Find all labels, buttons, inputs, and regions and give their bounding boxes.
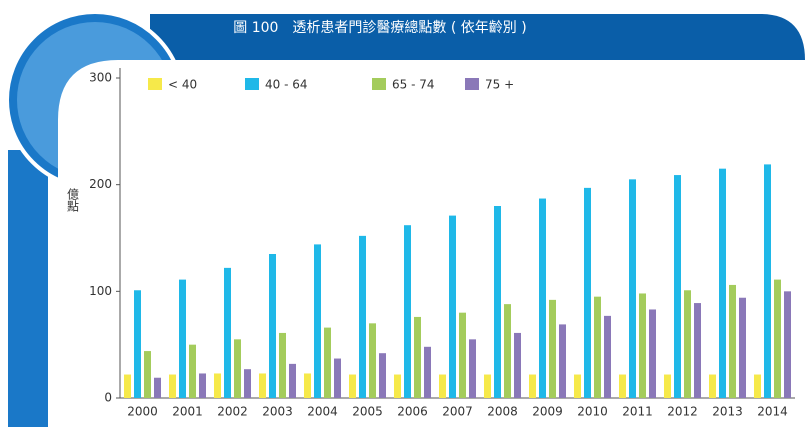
bar xyxy=(359,235,366,398)
bar xyxy=(234,339,241,398)
legend-swatch xyxy=(465,78,479,90)
bar xyxy=(224,267,231,398)
bar xyxy=(134,290,141,398)
bar xyxy=(414,316,421,398)
chart-title: 圖 100 透析患者門診醫療總點數 ( 依年齡別 ) xyxy=(233,19,526,36)
legend-label: 75 + xyxy=(485,78,514,92)
x-tick-label: 2006 xyxy=(397,405,428,419)
bar xyxy=(719,168,726,398)
x-tick-label: 2007 xyxy=(442,405,473,419)
bar xyxy=(784,291,791,398)
bar xyxy=(459,312,466,398)
bar xyxy=(764,164,771,398)
bar xyxy=(684,290,691,398)
bar xyxy=(169,374,176,398)
legend-label: < 40 xyxy=(168,78,197,92)
bar xyxy=(674,175,681,398)
bar xyxy=(379,353,386,398)
bar xyxy=(439,374,446,398)
bar xyxy=(709,374,716,398)
x-tick-label: 2013 xyxy=(712,405,743,419)
bar xyxy=(289,363,296,398)
legend-label: 65 - 74 xyxy=(392,78,435,92)
bar xyxy=(144,351,151,398)
bar xyxy=(494,206,501,398)
x-tick-label: 2014 xyxy=(757,405,788,419)
bar xyxy=(574,374,581,398)
side-strip xyxy=(8,150,48,427)
y-tick-label: 100 xyxy=(89,284,112,298)
legend-swatch xyxy=(372,78,386,90)
bar xyxy=(469,339,476,398)
x-tick-label: 2001 xyxy=(172,405,203,419)
bar xyxy=(314,244,321,398)
panel xyxy=(58,60,805,427)
x-tick-label: 2003 xyxy=(262,405,293,419)
bar xyxy=(664,374,671,398)
bar xyxy=(214,373,221,398)
bar xyxy=(754,374,761,398)
bar xyxy=(154,377,161,398)
x-tick-label: 2000 xyxy=(127,405,158,419)
bar xyxy=(694,303,701,398)
bar xyxy=(584,187,591,398)
bar xyxy=(529,374,536,398)
bar xyxy=(244,369,251,398)
y-tick-label: 200 xyxy=(89,177,112,191)
bar xyxy=(629,179,636,398)
bar xyxy=(369,323,376,398)
bar xyxy=(324,327,331,398)
bar xyxy=(189,344,196,398)
bar xyxy=(124,374,131,398)
y-axis-label: 億點 xyxy=(66,188,80,212)
bar xyxy=(484,374,491,398)
bar xyxy=(514,332,521,398)
bar xyxy=(559,324,566,398)
bar xyxy=(424,346,431,398)
bar xyxy=(334,358,341,398)
bar xyxy=(449,215,456,398)
bar xyxy=(729,284,736,398)
bar xyxy=(304,373,311,398)
bar xyxy=(539,198,546,398)
x-tick-label: 2004 xyxy=(307,405,338,419)
bar xyxy=(179,279,186,398)
x-tick-label: 2011 xyxy=(622,405,653,419)
x-tick-label: 2009 xyxy=(532,405,563,419)
bar xyxy=(774,279,781,398)
x-tick-label: 2008 xyxy=(487,405,518,419)
bar xyxy=(639,293,646,398)
x-tick-label: 2002 xyxy=(217,405,248,419)
legend-swatch xyxy=(245,78,259,90)
legend-swatch xyxy=(148,78,162,90)
bar xyxy=(604,315,611,398)
bar xyxy=(594,296,601,398)
bar xyxy=(549,299,556,398)
bar xyxy=(349,374,356,398)
legend-label: 40 - 64 xyxy=(265,78,308,92)
y-tick-label: 300 xyxy=(89,71,112,85)
bar xyxy=(739,297,746,398)
bar xyxy=(199,373,206,398)
bar xyxy=(649,309,656,398)
y-tick-label: 0 xyxy=(104,391,112,405)
x-tick-label: 2012 xyxy=(667,405,698,419)
bar xyxy=(279,332,286,398)
bar xyxy=(619,374,626,398)
x-tick-label: 2005 xyxy=(352,405,383,419)
bar xyxy=(404,225,411,398)
bar xyxy=(394,374,401,398)
bar xyxy=(504,304,511,398)
x-tick-label: 2010 xyxy=(577,405,608,419)
bar xyxy=(269,254,276,398)
bar xyxy=(259,373,266,398)
